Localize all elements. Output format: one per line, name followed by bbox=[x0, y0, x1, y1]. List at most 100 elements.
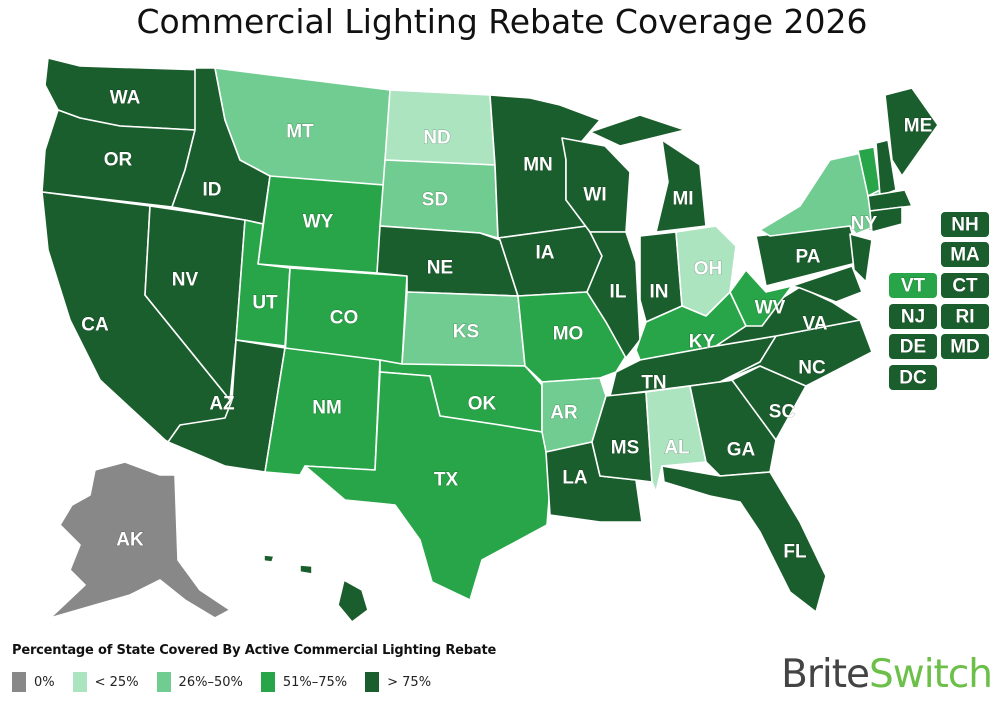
state-tx[interactable] bbox=[304, 371, 553, 601]
state-box-bg bbox=[941, 304, 989, 329]
state-label: DE bbox=[900, 337, 926, 358]
state-label: MT bbox=[286, 122, 314, 143]
legend-swatch bbox=[72, 672, 87, 692]
state-label: SD bbox=[422, 190, 448, 211]
state-nj[interactable] bbox=[849, 233, 873, 283]
state-label: AK bbox=[116, 530, 144, 551]
state-label: TN bbox=[641, 373, 666, 394]
state-label: AZ bbox=[209, 394, 235, 415]
state-box-ma[interactable]: MA bbox=[941, 242, 989, 267]
state-label: DC bbox=[899, 368, 927, 389]
state-label: AL bbox=[664, 438, 690, 459]
legend-swatch bbox=[12, 672, 26, 692]
legend: 0% < 25% 26%–50% 51%–75% > 75% bbox=[12, 672, 449, 692]
state-box-nh[interactable]: NH bbox=[941, 212, 989, 237]
legend-item: 0% bbox=[12, 672, 55, 692]
state-mi[interactable] bbox=[655, 139, 707, 233]
state-box-ri[interactable]: RI bbox=[941, 304, 989, 329]
legend-label: 51%–75% bbox=[282, 674, 348, 690]
state-label: RI bbox=[956, 307, 975, 328]
state-me[interactable] bbox=[884, 87, 939, 177]
briteswitch-logo: BriteSwitch bbox=[781, 652, 993, 697]
state-ct[interactable] bbox=[869, 206, 903, 233]
state-label: ND bbox=[423, 128, 450, 149]
state-hi[interactable] bbox=[337, 579, 369, 623]
state-label: NH bbox=[951, 215, 978, 236]
legend-item: < 25% bbox=[72, 672, 139, 692]
state-label: NY bbox=[851, 214, 878, 235]
legend-swatch bbox=[260, 672, 275, 692]
state-label: IA bbox=[536, 243, 555, 264]
legend-title: Percentage of State Covered By Active Co… bbox=[12, 643, 497, 658]
state-fl[interactable] bbox=[661, 465, 827, 613]
state-mi[interactable] bbox=[589, 114, 686, 147]
state-ak[interactable] bbox=[49, 461, 231, 619]
state-box-bg bbox=[889, 304, 937, 329]
state-label: SC bbox=[769, 402, 796, 423]
state-label: VA bbox=[803, 314, 828, 335]
state-box-ct[interactable]: CT bbox=[941, 273, 989, 298]
state-label: TX bbox=[434, 470, 459, 491]
state-box-bg bbox=[941, 334, 989, 359]
state-label: MA bbox=[950, 245, 980, 266]
state-label: OR bbox=[104, 150, 133, 171]
state-hi[interactable] bbox=[299, 564, 313, 575]
state-label: CT bbox=[952, 276, 978, 297]
state-box-bg bbox=[941, 212, 989, 237]
state-md[interactable] bbox=[791, 265, 863, 303]
state-label: MI bbox=[672, 189, 693, 210]
state-label: NE bbox=[427, 258, 453, 279]
map-title: Commercial Lighting Rebate Coverage 2026 bbox=[136, 2, 868, 41]
state-label: OK bbox=[468, 394, 497, 415]
state-box-md[interactable]: MD bbox=[941, 334, 989, 359]
state-label: NM bbox=[312, 398, 342, 419]
state-il[interactable] bbox=[586, 231, 641, 359]
state-label: NV bbox=[172, 270, 199, 291]
state-label: AR bbox=[550, 403, 578, 424]
state-box-bg bbox=[889, 365, 937, 390]
state-label: CO bbox=[330, 308, 359, 329]
state-box-bg bbox=[941, 273, 989, 298]
legend-swatch bbox=[365, 672, 380, 692]
state-label: ME bbox=[904, 116, 933, 137]
state-label: CA bbox=[81, 315, 109, 336]
state-label: PA bbox=[796, 247, 821, 268]
state-box-bg bbox=[889, 273, 937, 298]
state-label: MS bbox=[611, 438, 640, 459]
legend-item: 51%–75% bbox=[260, 672, 348, 692]
state-label: WV bbox=[755, 298, 786, 319]
state-box-nj[interactable]: NJ bbox=[889, 304, 937, 329]
legend-label: 0% bbox=[34, 674, 55, 690]
state-label: NJ bbox=[901, 307, 925, 328]
state-label: GA bbox=[727, 440, 756, 461]
state-box-dc[interactable]: DC bbox=[889, 365, 937, 390]
state-label: WI bbox=[583, 185, 606, 206]
state-label: KS bbox=[453, 322, 479, 343]
state-hi[interactable] bbox=[263, 554, 275, 563]
legend-label: 26%–50% bbox=[178, 674, 243, 690]
state-nh[interactable] bbox=[875, 139, 897, 197]
state-label: IL bbox=[610, 282, 627, 303]
legend-label: > 75% bbox=[387, 674, 432, 690]
legend-swatch bbox=[156, 672, 171, 692]
state-label: WA bbox=[110, 88, 141, 109]
state-nc[interactable] bbox=[719, 319, 873, 387]
state-label: MD bbox=[950, 337, 980, 358]
state-box-vt[interactable]: VT bbox=[889, 273, 937, 298]
state-label: OH bbox=[694, 259, 723, 280]
state-label: ID bbox=[203, 180, 222, 201]
state-label: MN bbox=[523, 155, 553, 176]
state-box-bg bbox=[941, 242, 989, 267]
state-label: LA bbox=[562, 468, 588, 489]
state-ma[interactable] bbox=[867, 189, 913, 212]
state-label: MO bbox=[553, 324, 584, 345]
state-box-de[interactable]: DE bbox=[889, 334, 937, 359]
state-label: WY bbox=[303, 212, 334, 233]
state-label: KY bbox=[689, 332, 716, 353]
state-label: FL bbox=[783, 542, 807, 563]
legend-label: < 25% bbox=[94, 674, 139, 690]
state-box-bg bbox=[889, 334, 937, 359]
state-label: IN bbox=[650, 282, 669, 303]
state-label: NC bbox=[798, 358, 826, 379]
